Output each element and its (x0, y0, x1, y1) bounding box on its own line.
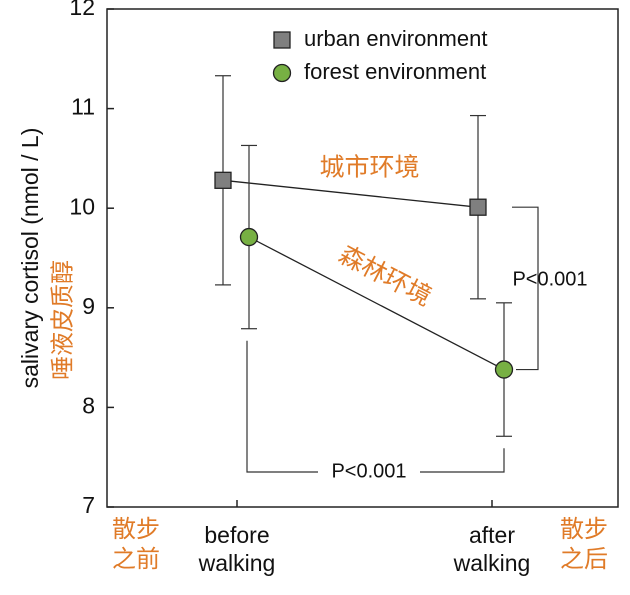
y-tick-label: 9 (82, 293, 95, 319)
series-line (248, 236, 505, 371)
legend-label: urban environment (304, 26, 487, 51)
series-label: 森林环境 (334, 241, 436, 312)
legend-marker (273, 31, 291, 49)
x-tick-label: after walking (453, 522, 531, 576)
category-note: 散步 之前 (112, 516, 160, 573)
x-tick-label: before walking (198, 522, 276, 576)
y-tick-label: 7 (82, 492, 95, 518)
marker (239, 227, 259, 247)
y-tick-label: 11 (71, 94, 95, 120)
marker (214, 171, 232, 189)
significance-bracket (246, 340, 505, 473)
series-label: 城市环境 (319, 153, 419, 181)
series-line (222, 179, 479, 208)
y-axis-label-cn: 唾液皮质醇 (49, 260, 76, 380)
category-note: 散步 之后 (560, 516, 608, 573)
y-tick-label: 8 (82, 392, 95, 418)
y-axis-label: salivary cortisol (nmol / L) (17, 128, 43, 389)
significance-label: P<0.001 (331, 460, 406, 482)
label-bg (318, 459, 420, 485)
significance-label: P<0.001 (512, 269, 587, 291)
marker (469, 198, 487, 216)
y-tick-label: 12 (69, 0, 95, 20)
plot-frame (106, 8, 619, 508)
legend-marker (272, 63, 292, 83)
y-tick-label: 10 (69, 193, 95, 219)
significance-bracket (512, 206, 539, 371)
marker (494, 360, 514, 379)
legend-label: forest environment (304, 59, 486, 84)
